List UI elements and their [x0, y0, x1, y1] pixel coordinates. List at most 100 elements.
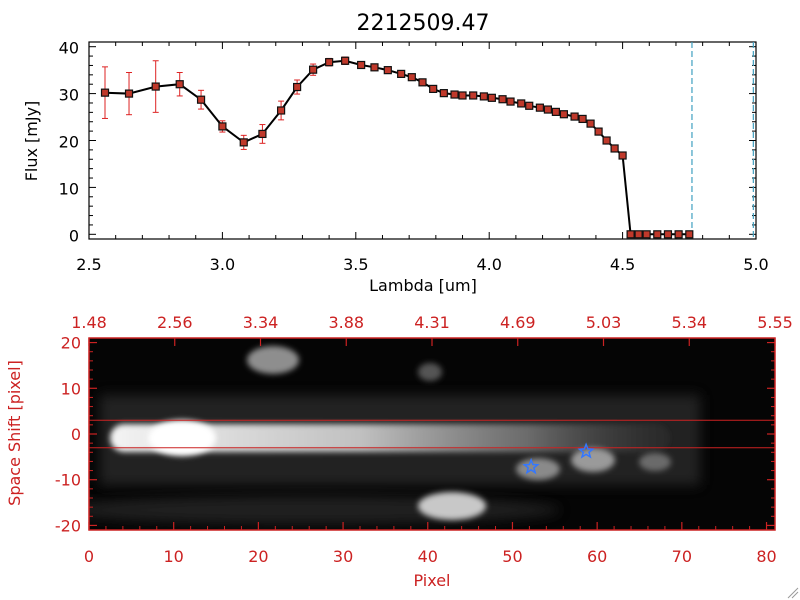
upper-blob — [247, 346, 299, 374]
flux-point — [418, 78, 427, 87]
aperture-lines — [89, 419, 775, 449]
y-tick-label: 40 — [59, 39, 79, 58]
spectral-image — [89, 338, 775, 530]
flux-markers — [100, 56, 694, 239]
y-tick-label: 30 — [59, 86, 79, 105]
top-tick-label: 2.56 — [157, 313, 193, 332]
resize-grip-icon[interactable] — [787, 587, 799, 599]
x-tick-label: 70 — [672, 547, 692, 566]
flux-point — [469, 91, 478, 100]
flux-point — [551, 107, 561, 116]
flux-point — [175, 80, 184, 89]
flux-point — [407, 73, 416, 82]
flux-series-line — [104, 59, 690, 236]
flux-point — [602, 136, 611, 145]
top-tick-label: 1.48 — [71, 313, 107, 332]
flux-point — [525, 101, 534, 110]
flux-point — [626, 230, 635, 239]
flux-point — [383, 66, 392, 75]
spectrum-ticks: 2.5 3.0 3.5 4.0 4.5 5.0 0 10 20 30 40 — [59, 39, 769, 274]
image-plot: 0 10 20 30 40 50 60 70 80 1.48 2.56 3.34 3.88 4.31 4.6… — [5, 313, 793, 590]
lower-blob — [418, 492, 486, 520]
mid-blob-c — [639, 453, 671, 471]
x-tick-label: 3.0 — [210, 255, 235, 274]
x-tick-label: 40 — [418, 547, 438, 566]
x-tick-label: 4.5 — [610, 255, 635, 274]
flux-point — [196, 95, 206, 104]
y-tick-label: 20 — [61, 334, 81, 353]
flux-point — [586, 119, 595, 128]
flux-point — [458, 91, 467, 100]
flux-point — [570, 112, 579, 121]
flux-point — [218, 122, 227, 131]
flux-point — [341, 56, 350, 65]
star-markers — [522, 442, 595, 475]
primary-source-blob — [148, 420, 216, 456]
flux-point — [653, 230, 662, 239]
top-tick-label: 3.88 — [328, 313, 364, 332]
x-tick-label: 2.5 — [76, 255, 101, 274]
image-xlabel: Pixel — [413, 571, 450, 590]
flux-point — [634, 230, 643, 239]
flux-point — [293, 82, 302, 92]
flux-point — [397, 69, 406, 78]
flux-point — [674, 230, 683, 239]
y-tick-label: -20 — [55, 516, 81, 535]
top-tick-label: 3.34 — [243, 313, 279, 332]
flux-point — [618, 151, 627, 160]
spectrum-frame — [88, 41, 757, 240]
flux-point — [124, 89, 134, 98]
spectrum-ylabel: Flux [mJy] — [22, 101, 41, 182]
flux-point — [325, 58, 334, 67]
top-tick-label: 5.03 — [586, 313, 622, 332]
flux-point — [578, 114, 587, 124]
flux-point — [276, 106, 286, 115]
top-tick-label: 5.34 — [671, 313, 707, 332]
x-tick-label: 60 — [587, 547, 607, 566]
flux-point — [663, 230, 673, 239]
mid-blob-a — [516, 458, 560, 480]
flux-point — [258, 129, 267, 139]
x-tick-label: 4.0 — [476, 255, 501, 274]
y-tick-label: -10 — [55, 471, 81, 490]
x-tick-label: 3.5 — [343, 255, 368, 274]
y-tick-label: 10 — [59, 179, 79, 198]
y-tick-label: 20 — [59, 133, 79, 152]
flux-point — [370, 63, 379, 72]
x-tick-label: 20 — [248, 547, 268, 566]
flux-point — [479, 92, 488, 101]
x-tick-label: 10 — [164, 547, 184, 566]
flux-point — [610, 144, 619, 153]
flux-point — [517, 99, 526, 108]
x-tick-label: 80 — [756, 547, 776, 566]
flux-point — [559, 110, 569, 119]
flux-point — [450, 90, 459, 99]
flux-point — [642, 230, 651, 239]
mid-blob-b — [571, 448, 615, 472]
x-tick-label: 5.0 — [743, 255, 768, 274]
top-tick-label: 4.69 — [500, 313, 536, 332]
flux-point — [429, 84, 438, 94]
x-tick-label: 0 — [84, 547, 94, 566]
main-trace — [110, 424, 670, 452]
flux-point — [535, 103, 544, 112]
star-marker-icon — [577, 442, 595, 459]
flux-point — [357, 60, 366, 70]
spectrum-title: 2212509.47 — [357, 11, 490, 36]
flux-point — [543, 105, 552, 114]
image-haze-low — [89, 496, 560, 524]
x-tick-label: 50 — [502, 547, 522, 566]
flux-point — [594, 127, 603, 136]
flux-point — [239, 138, 248, 147]
x-tick-label: 30 — [333, 547, 353, 566]
flux-point — [439, 89, 448, 98]
flux-point — [487, 93, 496, 102]
reference-lines — [691, 42, 754, 239]
flux-point — [506, 97, 515, 106]
flux-point — [100, 88, 110, 97]
upper-small-blob — [418, 363, 442, 381]
flux-point — [685, 230, 694, 239]
top-tick-label: 5.55 — [757, 313, 793, 332]
top-tick-label: 4.31 — [414, 313, 450, 332]
